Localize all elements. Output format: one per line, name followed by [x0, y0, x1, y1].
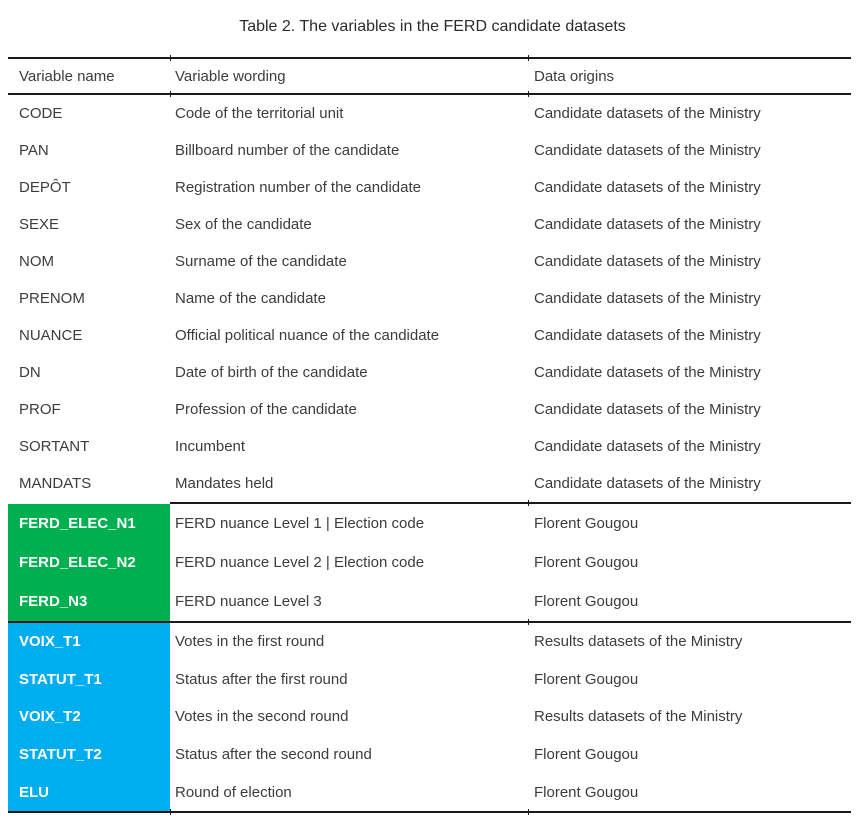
table-caption: Table 2. The variables in the FERD candi… [239, 18, 626, 35]
variable-name-cell: SORTANT [19, 438, 90, 455]
variable-name-cell: PAN [19, 142, 49, 159]
variable-name-cell: ELU [8, 773, 170, 811]
table-row: NUANCE Official political nuance of the … [8, 317, 851, 354]
table-row: ELU Round of election Florent Gougou [8, 773, 851, 811]
variable-wording-cell: Surname of the candidate [175, 253, 347, 270]
table-row: PAN Billboard number of the candidate Ca… [8, 132, 851, 169]
variable-name-cell: FERD_ELEC_N2 [8, 543, 170, 582]
table-row: CODE Code of the territorial unit Candid… [8, 95, 851, 132]
table-body: CODE Code of the territorial unit Candid… [8, 95, 851, 811]
variable-name-cell: PROF [19, 401, 61, 418]
data-origins-cell: Candidate datasets of the Ministry [534, 179, 761, 196]
variable-wording-cell: Profession of the candidate [175, 401, 357, 418]
variable-wording-cell: Name of the candidate [175, 290, 326, 307]
variable-wording-cell: Votes in the second round [175, 708, 349, 726]
separator-bar [170, 619, 851, 625]
data-origins-cell: Candidate datasets of the Ministry [534, 327, 761, 344]
column-header-data-origins: Data origins [534, 67, 615, 85]
data-origins-cell: Florent Gougou [534, 670, 639, 688]
table-row: FERD_ELEC_N2 FERD nuance Level 2 | Elect… [8, 543, 851, 582]
variable-wording-cell: Official political nuance of the candida… [175, 327, 440, 344]
table-row: STATUT_T1 Status after the first round F… [8, 660, 851, 699]
table-row: SORTANT Incumbent Candidate datasets of … [8, 428, 851, 465]
variable-wording-cell: FERD nuance Level 3 [175, 593, 322, 610]
data-origins-cell: Candidate datasets of the Ministry [534, 105, 761, 122]
variable-name-cell: STATUT_T1 [8, 660, 170, 699]
data-origins-cell: Results datasets of the Ministry [534, 708, 743, 726]
data-origins-cell: Candidate datasets of the Ministry [534, 438, 761, 455]
table-header-row: Variable name Variable wording Data orig… [8, 59, 851, 93]
variable-wording-cell: FERD nuance Level 1 | Election code [175, 515, 425, 532]
table-row: VOIX_T2 Votes in the second round Result… [8, 698, 851, 736]
variable-name-cell: FERD_N3 [8, 582, 170, 621]
variable-name-cell: DEPÔT [19, 179, 71, 196]
data-origins-cell: Candidate datasets of the Ministry [534, 253, 761, 270]
variable-name-cell: SEXE [19, 216, 60, 233]
variable-wording-cell: FERD nuance Level 2 | Election code [175, 554, 425, 571]
table-row: DN Date of birth of the candidate Candid… [8, 354, 851, 391]
column-header-variable-name: Variable name [19, 67, 115, 85]
table-bottom-rule [8, 808, 851, 815]
data-origins-cell: Candidate datasets of the Ministry [534, 216, 761, 233]
variable-wording-cell: Status after the first round [175, 670, 348, 688]
variable-wording-cell: Round of election [175, 783, 292, 801]
header-bottom-rule [8, 91, 851, 97]
variable-name-cell: CODE [19, 105, 63, 122]
variable-name-cell: PRENOM [19, 290, 85, 307]
table-row: SEXE Sex of the candidate Candidate data… [8, 206, 851, 243]
variable-wording-cell: Code of the territorial unit [175, 105, 344, 122]
variable-wording-cell: Billboard number of the candidate [175, 142, 400, 159]
variable-wording-cell: Incumbent [175, 438, 246, 455]
variable-wording-cell: Registration number of the candidate [175, 179, 421, 196]
data-origins-cell: Results datasets of the Ministry [534, 633, 743, 651]
ferd-variables-table: Variable name Variable wording Data orig… [8, 55, 851, 815]
table-row: NOM Surname of the candidate Candidate d… [8, 243, 851, 280]
table-row: FERD_N3 FERD nuance Level 3 Florent Goug… [8, 582, 851, 621]
data-origins-cell: Florent Gougou [534, 515, 639, 532]
data-origins-cell: Florent Gougou [534, 593, 639, 610]
group-separator-rule [8, 619, 851, 625]
table-row: DEPÔT Registration number of the candida… [8, 169, 851, 206]
variable-name-cell: DN [19, 364, 41, 381]
column-header-variable-wording: Variable wording [175, 67, 286, 85]
variable-name-cell: STATUT_T2 [8, 735, 170, 774]
variable-name-cell: FERD_ELEC_N1 [8, 504, 170, 543]
variable-name-cell: NOM [19, 253, 54, 270]
variable-wording-cell: Date of birth of the candidate [175, 364, 368, 381]
data-origins-cell: Florent Gougou [534, 554, 639, 571]
data-origins-cell: Candidate datasets of the Ministry [534, 290, 761, 307]
variable-wording-cell: Sex of the candidate [175, 216, 312, 233]
data-origins-cell: Candidate datasets of the Ministry [534, 401, 761, 418]
table-row: MANDATS Mandates held Candidate datasets… [8, 465, 851, 502]
data-origins-cell: Candidate datasets of the Ministry [534, 142, 761, 159]
separator-bar [170, 500, 851, 506]
group-separator-rule [8, 500, 851, 506]
data-origins-cell: Florent Gougou [534, 783, 639, 801]
table-row: FERD_ELEC_N1 FERD nuance Level 1 | Elect… [8, 504, 851, 543]
variable-name-cell: VOIX_T2 [8, 698, 170, 736]
data-origins-cell: Candidate datasets of the Ministry [534, 475, 761, 492]
variable-name-cell: VOIX_T1 [8, 623, 170, 661]
table-row: PROF Profession of the candidate Candida… [8, 391, 851, 428]
table-row: PRENOM Name of the candidate Candidate d… [8, 280, 851, 317]
variable-name-cell: NUANCE [19, 327, 83, 344]
data-origins-cell: Florent Gougou [534, 746, 639, 764]
separator-left-gap [8, 621, 170, 623]
variable-wording-cell: Votes in the first round [175, 633, 325, 651]
table-row: STATUT_T2 Status after the second round … [8, 735, 851, 774]
variable-wording-cell: Status after the second round [175, 746, 372, 764]
table-top-rule [8, 55, 851, 61]
variable-name-cell: MANDATS [19, 475, 92, 492]
data-origins-cell: Candidate datasets of the Ministry [534, 364, 761, 381]
table-row: VOIX_T1 Votes in the first round Results… [8, 623, 851, 661]
variable-wording-cell: Mandates held [175, 475, 274, 492]
